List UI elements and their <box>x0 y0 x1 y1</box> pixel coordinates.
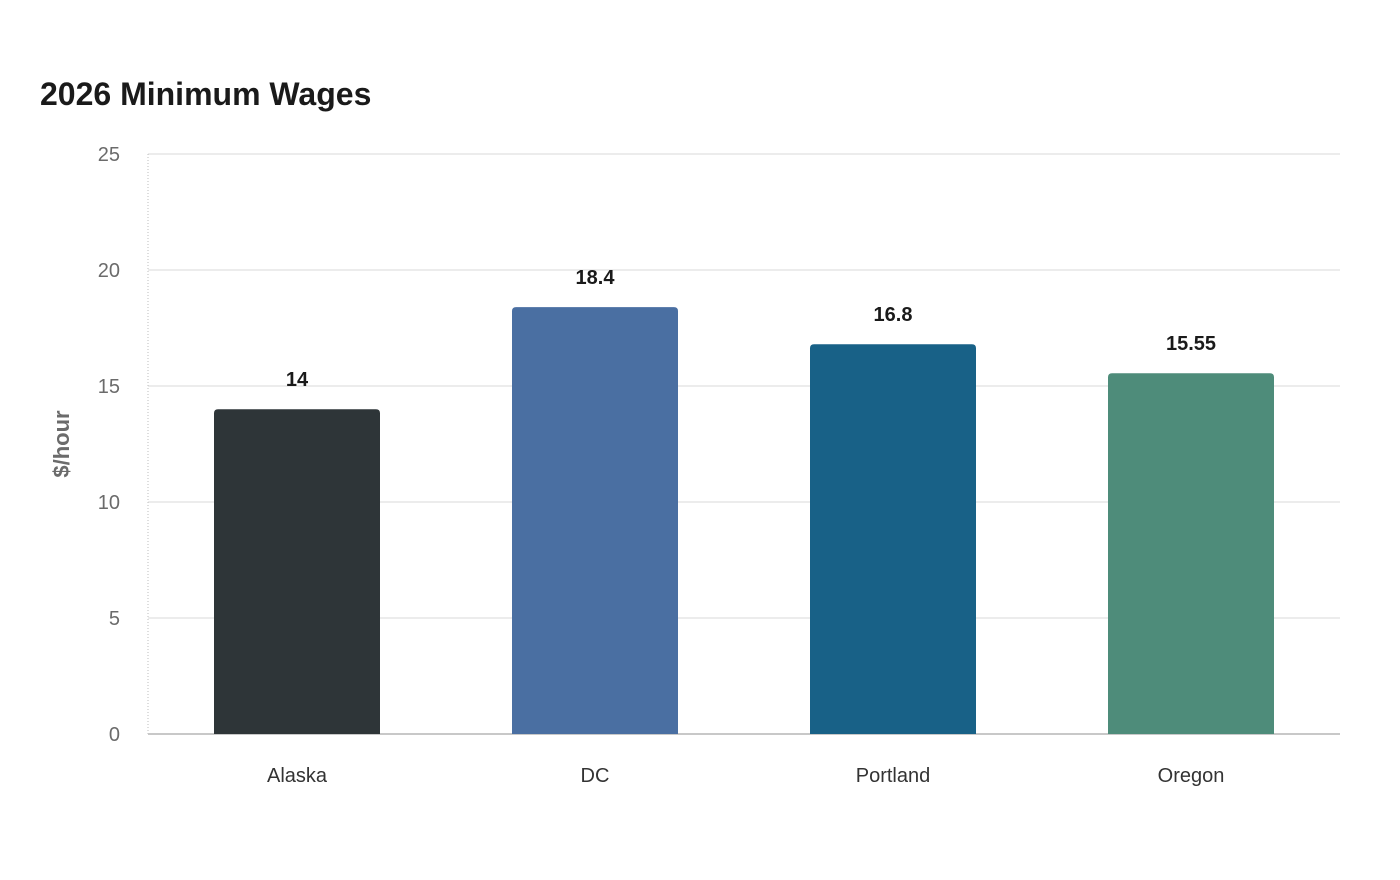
data-label: 14 <box>286 369 309 391</box>
y-tick-label: 5 <box>109 608 120 630</box>
y-tick-label: 25 <box>98 144 120 166</box>
bar-alaska <box>214 409 380 734</box>
labels: 0 5 10 15 20 25 14 Alaska 18.4 DC 16.8 Portland 15.5… <box>98 144 1225 787</box>
y-tick-label: 0 <box>109 724 120 746</box>
bar-oregon <box>1108 373 1274 734</box>
chart-title: 2026 Minimum Wages <box>40 76 372 112</box>
x-tick-label: Portland <box>856 765 931 787</box>
x-tick-label: DC <box>581 765 610 787</box>
bars <box>214 307 1274 734</box>
y-axis-title: $/hour <box>49 410 74 478</box>
x-tick-label: Alaska <box>267 765 328 787</box>
bar-dc <box>512 307 678 734</box>
bar-portland <box>810 344 976 734</box>
data-label: 18.4 <box>576 267 616 289</box>
x-tick-label: Oregon <box>1158 765 1225 787</box>
y-tick-label: 10 <box>98 492 120 514</box>
y-tick-label: 20 <box>98 260 120 282</box>
y-tick-label: 15 <box>98 376 120 398</box>
data-label: 15.55 <box>1166 333 1216 355</box>
data-label: 16.8 <box>874 304 913 326</box>
